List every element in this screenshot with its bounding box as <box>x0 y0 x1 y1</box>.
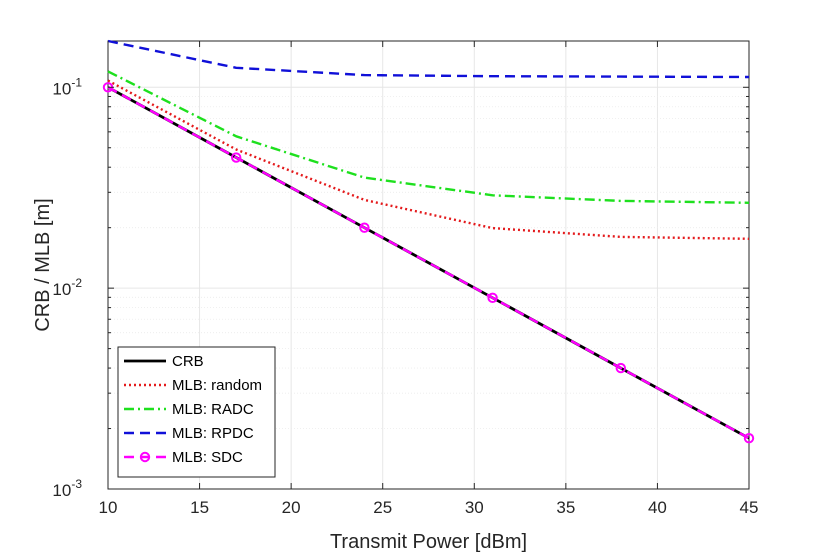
x-tick-label: 15 <box>190 498 209 517</box>
legend-label: MLB: random <box>172 377 262 394</box>
series-point-mlb-sdc <box>487 292 498 304</box>
x-axis-label: Transmit Power [dBm] <box>330 531 527 553</box>
series-point-mlb-sdc <box>359 222 370 233</box>
series-line-mlb-radc <box>107 70 750 204</box>
x-tick-label: 45 <box>740 498 759 517</box>
series-line-mlb-sdc <box>107 86 750 440</box>
x-tick-label: 40 <box>648 498 667 517</box>
series-point-mlb-sdc <box>743 433 755 444</box>
legend-label: MLB: RADC <box>172 401 254 418</box>
legend-marker <box>139 451 151 463</box>
y-axis-label: CRB / MLB [m] <box>32 198 54 331</box>
series-point-mlb-sdc <box>615 362 626 374</box>
y-tick-label: 10-3 <box>52 477 82 500</box>
tick-layer: 10 15 20 25 30 35 40 45 10-3 10-2 10-1 <box>52 41 758 517</box>
legend-label: MLB: SDC <box>172 449 243 466</box>
x-tick-label: 25 <box>373 498 392 517</box>
x-tick-label: 10 <box>99 498 118 517</box>
series-layer <box>102 39 755 444</box>
y-tick-label: 10-1 <box>52 75 82 98</box>
legend-label: MLB: RPDC <box>172 425 254 442</box>
plot-frame <box>107 40 750 490</box>
y-tick-label: 10-2 <box>52 276 82 299</box>
x-tick-label: 20 <box>282 498 301 517</box>
series-line-mlb-random <box>107 79 750 240</box>
legend: CRB MLB: random MLB: RADC MLB: RPDC MLB: SDC <box>117 346 276 478</box>
x-tick-label: 35 <box>556 498 575 517</box>
legend-box <box>117 346 276 478</box>
series-line-mlb-rpdc <box>107 39 750 79</box>
series-point-mlb-sdc <box>231 152 242 163</box>
grid-layer <box>107 41 750 490</box>
legend-label: CRB <box>172 353 204 370</box>
x-tick-label: 30 <box>465 498 484 517</box>
